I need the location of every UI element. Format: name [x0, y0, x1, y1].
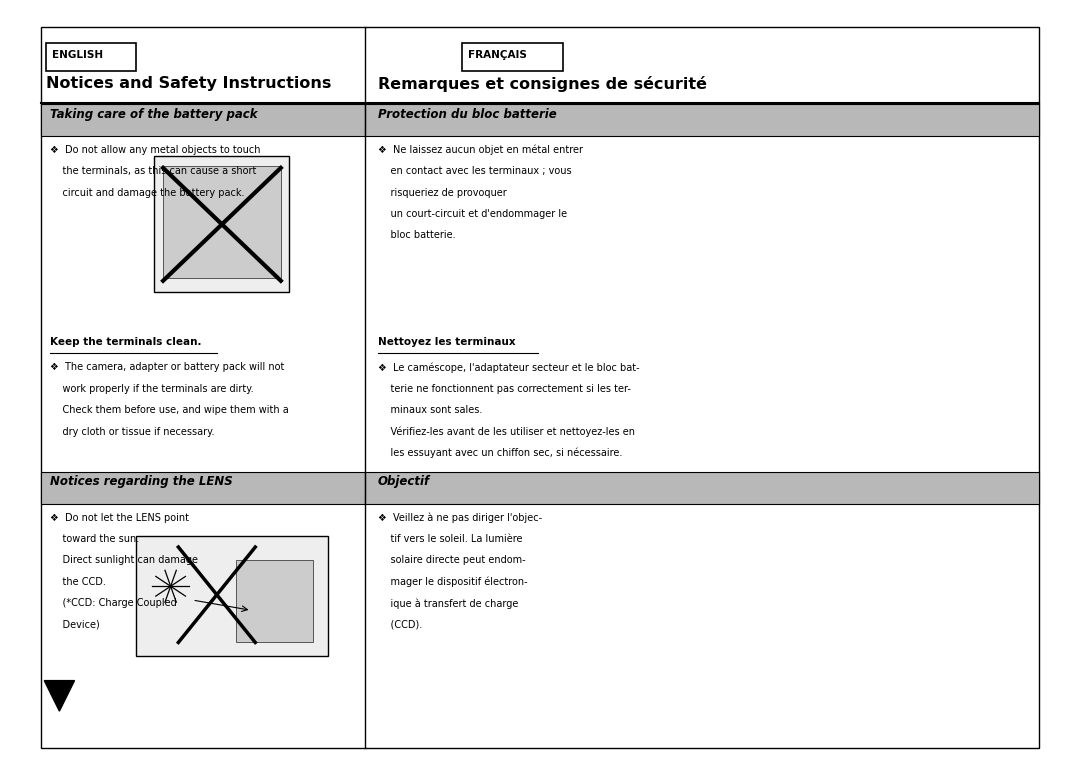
Text: Keep the terminals clean.: Keep the terminals clean.: [50, 337, 201, 347]
Text: ique à transfert de charge: ique à transfert de charge: [378, 598, 518, 609]
Bar: [365, 104, 1039, 136]
Text: FRANÇAIS: FRANÇAIS: [468, 50, 527, 60]
Text: solaire directe peut endom-: solaire directe peut endom-: [378, 555, 526, 565]
Text: Nettoyez les terminaux: Nettoyez les terminaux: [378, 337, 515, 347]
Bar: [46, 43, 136, 71]
Text: Protection du bloc batterie: Protection du bloc batterie: [378, 108, 557, 121]
Text: les essuyant avec un chiffon sec, si nécessaire.: les essuyant avec un chiffon sec, si néc…: [378, 448, 622, 459]
Bar: [237, 561, 313, 642]
Text: ENGLISH: ENGLISH: [52, 50, 103, 60]
Text: minaux sont sales.: minaux sont sales.: [378, 405, 483, 415]
Text: Vérifiez-les avant de les utiliser et nettoyez-les en: Vérifiez-les avant de les utiliser et ne…: [378, 427, 635, 437]
Text: the CCD.: the CCD.: [50, 577, 106, 587]
Text: Taking care of the battery pack: Taking care of the battery pack: [50, 108, 257, 121]
Text: 4: 4: [50, 685, 57, 695]
Text: terie ne fonctionnent pas correctement si les ter-: terie ne fonctionnent pas correctement s…: [378, 384, 631, 394]
Text: tif vers le soleil. La lumière: tif vers le soleil. La lumière: [378, 534, 523, 544]
Text: Remarques et consignes de sécurité: Remarques et consignes de sécurité: [378, 76, 707, 92]
Text: ❖  Veillez à ne pas diriger l'objec-: ❖ Veillez à ne pas diriger l'objec-: [378, 513, 542, 523]
Text: ❖  Le caméscope, l'adaptateur secteur et le bloc bat-: ❖ Le caméscope, l'adaptateur secteur et …: [378, 362, 639, 373]
Text: Objectif: Objectif: [378, 475, 430, 488]
Text: dry cloth or tissue if necessary.: dry cloth or tissue if necessary.: [50, 427, 214, 436]
Text: bloc batterie.: bloc batterie.: [378, 230, 456, 240]
Text: Notices and Safety Instructions: Notices and Safety Instructions: [46, 76, 332, 92]
Text: (*CCD: Charge Coupled: (*CCD: Charge Coupled: [50, 598, 176, 608]
Text: en contact avec les terminaux ; vous: en contact avec les terminaux ; vous: [378, 166, 571, 176]
Bar: [365, 472, 1039, 504]
Text: (CCD).: (CCD).: [378, 620, 422, 629]
Bar: [163, 166, 281, 278]
Bar: [462, 43, 563, 71]
Bar: [41, 104, 365, 136]
Text: ❖  Ne laissez aucun objet en métal entrer: ❖ Ne laissez aucun objet en métal entrer: [378, 145, 583, 156]
Bar: [154, 156, 289, 292]
Text: the terminals, as this can cause a short: the terminals, as this can cause a short: [50, 166, 256, 176]
Text: Direct sunlight can damage: Direct sunlight can damage: [50, 555, 198, 565]
Text: risqueriez de provoquer: risqueriez de provoquer: [378, 188, 507, 198]
Text: circuit and damage the battery pack.: circuit and damage the battery pack.: [50, 188, 244, 198]
Text: toward the sun.: toward the sun.: [50, 534, 139, 544]
Text: Notices regarding the LENS: Notices regarding the LENS: [50, 475, 232, 488]
Text: Device): Device): [50, 620, 99, 629]
Text: ❖  The camera, adapter or battery pack will not: ❖ The camera, adapter or battery pack wi…: [50, 362, 284, 372]
Text: ❖  Do not let the LENS point: ❖ Do not let the LENS point: [50, 513, 189, 523]
Bar: [136, 536, 328, 656]
Text: un court-circuit et d'endommager le: un court-circuit et d'endommager le: [378, 209, 567, 219]
Text: Check them before use, and wipe them with a: Check them before use, and wipe them wit…: [50, 405, 288, 415]
Text: ❖  Do not allow any metal objects to touch: ❖ Do not allow any metal objects to touc…: [50, 145, 260, 155]
Text: mager le dispositif électron-: mager le dispositif électron-: [378, 577, 528, 588]
Polygon shape: [44, 681, 75, 711]
Bar: [41, 472, 365, 504]
Text: work properly if the terminals are dirty.: work properly if the terminals are dirty…: [50, 384, 254, 394]
